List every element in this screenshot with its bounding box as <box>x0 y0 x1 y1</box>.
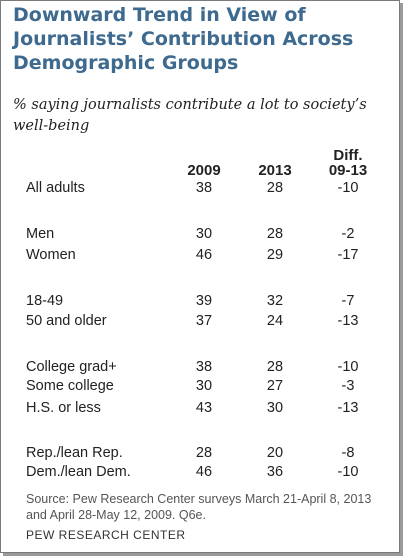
chart-title: Downward Trend in View of Journalists’ C… <box>13 4 354 74</box>
cell-diff: -13 <box>337 400 359 416</box>
cell-2013: 28 <box>266 180 284 196</box>
organization-credit: PEW RESEARCH CENTER <box>26 528 186 542</box>
cell-2009: 46 <box>195 247 213 263</box>
cell-2013: 32 <box>266 293 284 309</box>
cell-diff: -17 <box>337 247 359 263</box>
cell-diff: -8 <box>341 445 355 461</box>
cell-diff: -10 <box>337 180 359 196</box>
cell-2013: 30 <box>266 400 284 416</box>
row-label: Dem./lean Dem. <box>26 464 131 480</box>
cell-2009: 37 <box>195 313 213 329</box>
row-label: Men <box>26 226 55 242</box>
cell-diff: -13 <box>337 313 359 329</box>
cell-2013: 20 <box>266 445 284 461</box>
cell-diff: -3 <box>341 378 355 394</box>
cell-diff: -7 <box>341 293 355 309</box>
row-label: Rep./lean Rep. <box>26 445 123 461</box>
cell-2013: 28 <box>266 359 284 375</box>
column-header-2009: 2009 <box>187 162 221 179</box>
source-note: Source: Pew Research Center surveys Marc… <box>26 492 372 522</box>
row-label: Women <box>26 247 76 263</box>
row-label: 18-49 <box>26 293 64 309</box>
row-label: H.S. or less <box>26 400 101 416</box>
column-header-diff-line1: Diff. <box>333 147 363 164</box>
column-header-2013: 2013 <box>258 162 292 179</box>
cell-2013: 28 <box>266 226 284 242</box>
cell-2009: 30 <box>195 378 213 394</box>
cell-2009: 43 <box>195 400 213 416</box>
cell-2013: 36 <box>266 464 284 480</box>
cell-2013: 27 <box>266 378 284 394</box>
cell-2009: 30 <box>195 226 213 242</box>
cell-diff: -10 <box>337 359 359 375</box>
cell-2009: 39 <box>195 293 213 309</box>
chart-subtitle: % saying journalists contribute a lot to… <box>13 97 367 134</box>
cell-2009: 38 <box>195 359 213 375</box>
cell-2013: 24 <box>266 313 284 329</box>
row-label: 50 and older <box>26 313 107 329</box>
cell-2013: 29 <box>266 247 284 263</box>
row-label: All adults <box>26 180 85 196</box>
cell-diff: -10 <box>337 464 359 480</box>
cell-2009: 46 <box>195 464 213 480</box>
chart-frame: Downward Trend in View of Journalists’ C… <box>0 0 400 553</box>
column-header-diff-line2: 09-13 <box>328 162 368 179</box>
cell-2009: 28 <box>195 445 213 461</box>
row-label: Some college <box>26 378 114 394</box>
cell-diff: -2 <box>341 226 355 242</box>
cell-2009: 38 <box>195 180 213 196</box>
row-label: College grad+ <box>26 359 117 375</box>
